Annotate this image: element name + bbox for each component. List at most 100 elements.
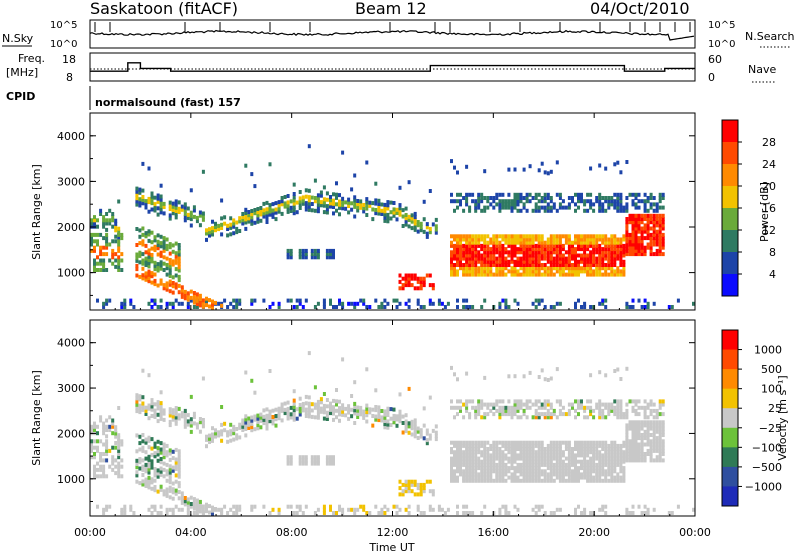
power-cell — [577, 266, 580, 271]
power-cell — [504, 256, 508, 261]
velocity-cell — [537, 415, 541, 420]
power-cell — [383, 209, 387, 214]
power-cell — [646, 196, 650, 200]
velocity-cell — [147, 464, 151, 469]
velocity-cell — [156, 468, 160, 473]
velocity-cell — [528, 440, 532, 445]
power-cell — [658, 226, 662, 231]
power-cell — [483, 259, 487, 264]
velocity-cell — [658, 429, 662, 434]
power-cell — [483, 243, 487, 248]
power-cell — [498, 305, 502, 309]
power-cell — [628, 217, 632, 221]
velocity-cell — [580, 450, 583, 455]
power-cell — [504, 298, 508, 303]
power-cell — [486, 256, 490, 261]
cpid-label: CPID — [6, 90, 35, 103]
velocity-cell — [649, 458, 653, 463]
power-cell — [244, 207, 248, 212]
velocity-cell — [586, 453, 590, 458]
power-cell — [165, 247, 169, 252]
velocity-cell — [365, 403, 369, 408]
power-cell — [111, 218, 115, 223]
power-cell — [474, 256, 478, 261]
power-cell — [247, 210, 251, 214]
velocity-cell — [637, 412, 641, 417]
velocity-cell — [319, 406, 323, 411]
power-cell — [443, 305, 447, 309]
velocity-cell — [135, 433, 139, 438]
power-cell — [628, 248, 632, 253]
velocity-cell — [141, 473, 145, 477]
power-cell — [646, 217, 650, 221]
velocity-cell — [392, 420, 396, 425]
power-cell — [589, 166, 593, 171]
power-cell — [235, 301, 239, 306]
power-cell — [419, 221, 423, 226]
velocity-cell — [583, 511, 587, 515]
velocity-cell — [465, 399, 469, 404]
velocity-cell — [165, 511, 169, 515]
velocity-cell — [571, 450, 574, 455]
velocity-cell — [325, 458, 329, 463]
power-cell — [235, 298, 239, 303]
power-cell — [516, 240, 520, 245]
velocity-cell — [93, 428, 96, 432]
velocity-cell — [601, 440, 605, 445]
velocity-cell — [483, 415, 487, 420]
power-cell — [537, 243, 541, 248]
velocity-cell — [407, 479, 411, 484]
power-cell — [619, 192, 623, 197]
power-cell — [492, 247, 496, 252]
velocity-cell — [537, 472, 541, 477]
velocity-cell — [640, 436, 644, 441]
power-cell — [610, 253, 614, 258]
velocity-cell — [480, 402, 484, 407]
velocity-cell — [534, 511, 538, 515]
velocity-cell — [610, 456, 614, 461]
velocity-cell — [652, 445, 656, 450]
power-cell — [141, 258, 145, 263]
velocity-cell — [322, 511, 326, 515]
power-cell — [422, 279, 426, 284]
power-cell — [513, 234, 517, 239]
power-cell — [567, 259, 571, 264]
power-cell — [574, 259, 577, 264]
velocity-cell — [462, 450, 466, 455]
velocity-cell — [292, 398, 296, 403]
velocity-cell — [462, 453, 466, 458]
velocity-cell — [574, 408, 577, 413]
power-cell — [450, 263, 453, 267]
power-cell — [450, 253, 453, 258]
power-cell — [277, 203, 281, 208]
velocity-cell — [462, 456, 466, 461]
power-cell — [162, 201, 166, 206]
velocity-cell — [102, 424, 106, 429]
power-cell — [129, 298, 133, 303]
power-cell — [410, 216, 414, 221]
power-cell — [655, 236, 659, 241]
velocity-cell — [522, 472, 526, 477]
velocity-cell — [549, 415, 553, 420]
velocity-cell — [540, 469, 544, 474]
velocity-cell — [489, 443, 493, 448]
velocity-cell — [301, 511, 305, 515]
velocity-cell — [519, 478, 523, 483]
power-cell — [640, 217, 644, 221]
power-cell — [513, 266, 517, 271]
velocity-cell — [549, 462, 553, 467]
power-cell — [105, 268, 109, 272]
power-cell — [117, 239, 121, 244]
power-cell — [256, 207, 260, 211]
nave-tick-top: 60 — [708, 53, 722, 66]
velocity-cell — [450, 466, 453, 471]
velocity-cell — [655, 448, 659, 453]
velocity-cell — [598, 399, 602, 404]
power-cell — [156, 265, 160, 270]
power-cell — [453, 250, 456, 255]
velocity-cell — [395, 417, 399, 422]
power-cell — [268, 209, 272, 214]
velocity-cell — [504, 466, 508, 471]
velocity-cell — [474, 466, 478, 471]
velocity-cell — [362, 504, 366, 509]
